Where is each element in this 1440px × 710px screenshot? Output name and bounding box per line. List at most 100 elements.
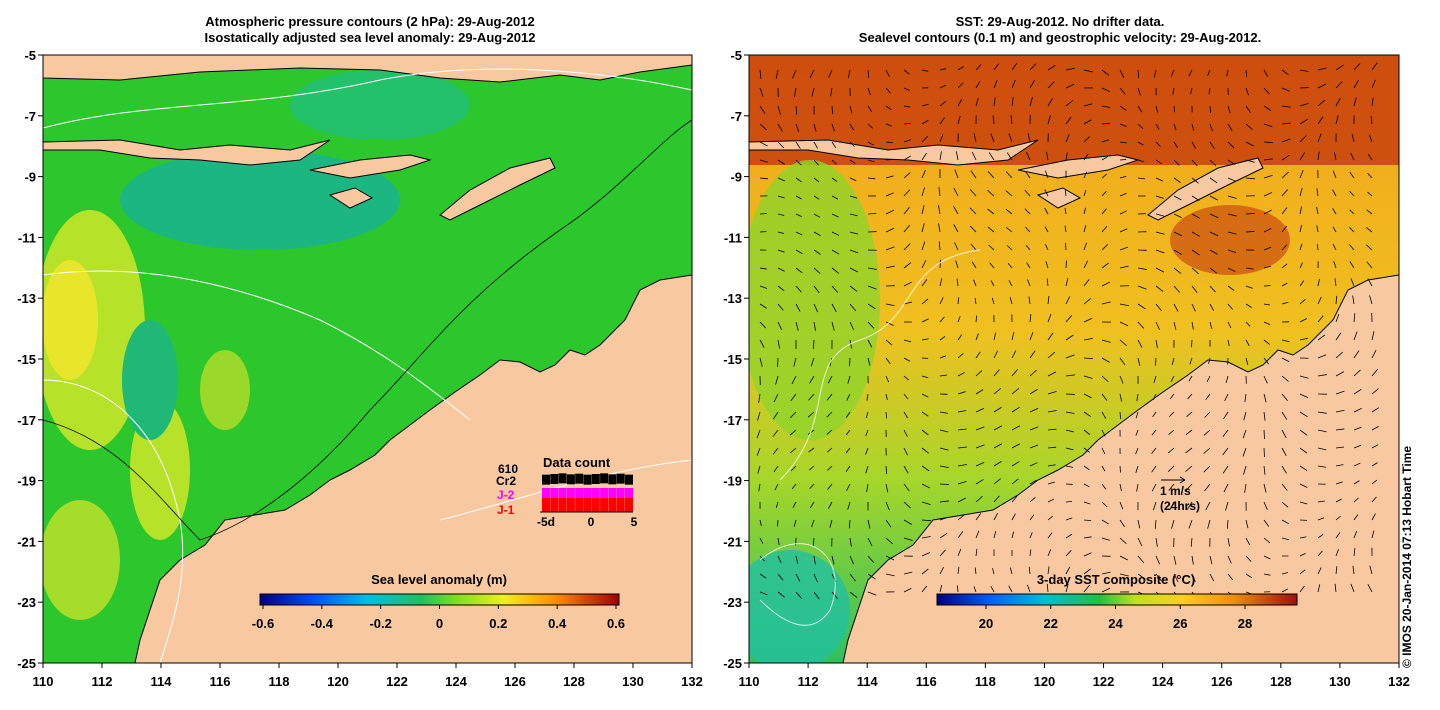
velocity-arrow <box>1353 480 1360 485</box>
velocity-arrow <box>1299 169 1304 179</box>
velocity-arrow <box>849 537 852 547</box>
velocity-arrow <box>969 225 977 233</box>
velocity-arrow <box>1101 483 1107 490</box>
velocity-arrow <box>1299 393 1309 399</box>
velocity-arrow <box>867 159 875 163</box>
velocity-arrow <box>1332 208 1337 215</box>
velocity-arrow <box>777 573 784 581</box>
velocity-arrow <box>867 267 877 270</box>
sla-anomaly-yellow-3 <box>43 500 120 620</box>
velocity-arrow <box>1101 244 1108 251</box>
velocity-arrow <box>1245 212 1255 215</box>
velocity-arrow <box>777 141 785 149</box>
velocity-arrow <box>1245 231 1255 233</box>
velocity-arrow <box>989 262 995 269</box>
velocity-arrow <box>1227 267 1236 272</box>
sst-warm-patch <box>1170 205 1290 275</box>
velocity-arrow <box>988 152 995 161</box>
velocity-arrow <box>1353 514 1359 521</box>
velocity-arrow <box>792 501 797 508</box>
velocity-arrow <box>1222 447 1229 456</box>
velocity-arrow <box>1083 260 1089 269</box>
velocity-arrow <box>1047 566 1050 575</box>
velocity-arrow <box>1369 295 1373 305</box>
velocity-arrow <box>939 532 948 539</box>
velocity-arrow <box>1317 354 1327 359</box>
velocity-arrow <box>1170 69 1175 77</box>
velocity-arrow <box>1335 481 1343 485</box>
velocity-arrow <box>1209 303 1215 311</box>
velocity-arrow <box>1137 69 1140 79</box>
velocity-arrow <box>1005 190 1013 197</box>
velocity-arrow <box>1190 537 1193 547</box>
velocity-arrow <box>1168 429 1175 435</box>
velocity-arrow <box>1119 141 1127 144</box>
velocity-arrow <box>759 267 767 270</box>
velocity-arrow <box>953 206 959 215</box>
velocity-arrow <box>1263 501 1268 510</box>
velocity-arrow <box>1119 228 1128 233</box>
velocity-arrow <box>867 555 875 564</box>
velocity-arrow <box>1371 331 1375 341</box>
velocity-arrow <box>1173 267 1182 274</box>
velocity-arrow <box>1065 411 1075 414</box>
velocity-arrow <box>1008 280 1013 287</box>
sst-colorbar-ticks: 20 22 24 26 28 <box>979 605 1252 631</box>
velocity-arrow <box>1101 429 1106 437</box>
velocity-arrow <box>1317 534 1324 539</box>
velocity-arrow <box>939 549 946 557</box>
velocity-arrow <box>903 243 911 251</box>
velocity-arrow <box>1371 388 1379 395</box>
velocity-arrow <box>939 84 947 89</box>
velocity-arrow <box>903 123 911 125</box>
velocity-arrow <box>1367 583 1373 593</box>
velocity-arrow <box>1101 501 1108 508</box>
velocity-arrow <box>1281 465 1287 474</box>
velocity-arrow <box>1245 87 1249 96</box>
velocity-arrow <box>1299 152 1305 161</box>
velocity-arrow <box>1151 429 1157 436</box>
velocity-arrow <box>1245 177 1255 180</box>
right-title-line-1: SST: 29-Aug-2012. No drifter data. <box>955 14 1165 29</box>
velocity-arrow <box>1227 555 1232 564</box>
velocity-arrow <box>1263 411 1266 421</box>
data-count-bar-610 <box>566 474 575 485</box>
velocity-arrow <box>1366 227 1373 233</box>
velocity-arrow <box>969 189 977 197</box>
velocity-arrow <box>1044 207 1049 215</box>
velocity-arrow <box>1281 519 1289 524</box>
velocity-arrow <box>1135 411 1139 419</box>
velocity-arrow <box>1317 99 1326 107</box>
sla-y-tick-label: -17 <box>17 413 36 428</box>
velocity-arrow <box>921 375 929 379</box>
velocity-arrow <box>975 407 985 413</box>
velocity-arrow <box>791 375 797 385</box>
velocity-arrow <box>1317 315 1324 323</box>
velocity-arrow <box>1263 321 1271 326</box>
data-count-source-cr2: Cr2 <box>496 474 516 488</box>
velocity-arrow <box>1281 339 1290 343</box>
velocity-arrow <box>921 501 931 506</box>
velocity-arrow <box>777 267 785 272</box>
velocity-arrow <box>1083 536 1092 539</box>
velocity-arrow <box>975 513 982 521</box>
velocity-arrow <box>759 357 763 367</box>
sla-cb-tick-label: 0.4 <box>548 616 567 631</box>
velocity-arrow <box>921 223 925 233</box>
velocity-arrow <box>1299 569 1306 575</box>
velocity-arrow <box>885 105 892 110</box>
velocity-arrow <box>1245 69 1248 77</box>
data-count-bar-j2 <box>625 488 633 498</box>
velocity-arrow <box>1263 105 1272 111</box>
velocity-arrow <box>1263 555 1271 560</box>
velocity-arrow <box>1281 282 1288 287</box>
velocity-arrow <box>759 69 762 79</box>
data-count-axis-mid: 0 <box>588 515 595 529</box>
sst-y-tick-label: -5 <box>730 48 742 63</box>
velocity-arrow <box>867 537 873 547</box>
velocity-arrow <box>1299 318 1308 323</box>
sla-colorbar-label: Sea level anomaly (m) <box>371 572 507 587</box>
velocity-arrow <box>1317 567 1322 575</box>
velocity-arrow <box>1191 195 1200 201</box>
velocity-arrow <box>939 465 949 468</box>
